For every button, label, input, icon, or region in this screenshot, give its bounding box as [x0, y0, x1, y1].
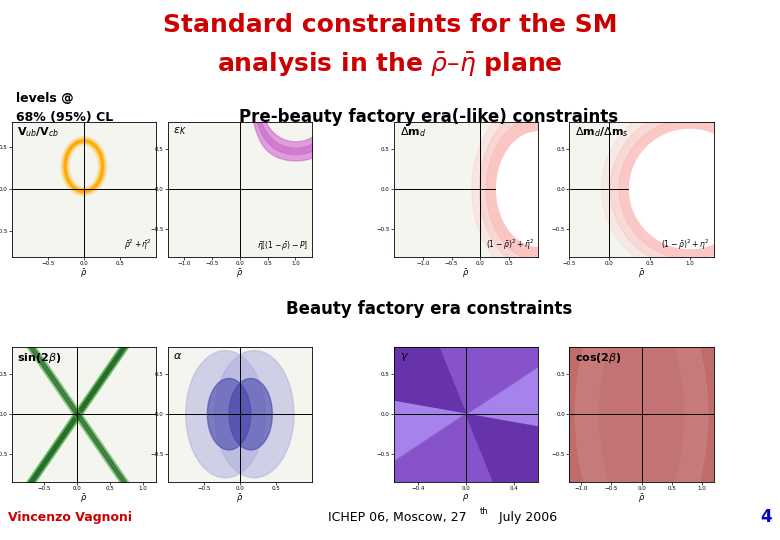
X-axis label: $\bar{\rho}$: $\bar{\rho}$ [236, 492, 243, 505]
X-axis label: $\bar{\rho}$: $\bar{\rho}$ [463, 267, 470, 280]
Text: Pre-beauty factory era(-like) constraints: Pre-beauty factory era(-like) constraint… [239, 108, 619, 126]
Text: Vincenzo Vagnoni: Vincenzo Vagnoni [8, 511, 132, 524]
Circle shape [472, 98, 604, 280]
X-axis label: $\bar{\rho}$: $\bar{\rho}$ [236, 267, 243, 280]
Text: $\Delta$m$_d$/$\Delta$m$_s$: $\Delta$m$_d$/$\Delta$m$_s$ [575, 126, 629, 139]
X-axis label: $\rho$: $\rho$ [463, 492, 470, 503]
Text: ICHEP 06, Moscow, 27: ICHEP 06, Moscow, 27 [328, 511, 466, 524]
Polygon shape [207, 379, 250, 450]
Text: 68% (95%) CL: 68% (95%) CL [16, 111, 113, 124]
Circle shape [629, 130, 750, 248]
Text: $(1-\bar{\rho})^2+\eta^2$: $(1-\bar{\rho})^2+\eta^2$ [661, 238, 709, 252]
Text: th: th [480, 508, 488, 516]
X-axis label: $\bar{\rho}$: $\bar{\rho}$ [638, 267, 645, 280]
Text: sin(2$\beta$): sin(2$\beta$) [17, 351, 62, 364]
Circle shape [601, 102, 778, 276]
Circle shape [619, 119, 760, 259]
Text: $\gamma$: $\gamma$ [399, 351, 409, 363]
Text: $(1-\bar{\rho})^2+\bar{\eta}^2$: $(1-\bar{\rho})^2+\bar{\eta}^2$ [486, 238, 534, 252]
Polygon shape [186, 350, 265, 478]
Text: levels @: levels @ [16, 92, 73, 105]
Polygon shape [229, 379, 272, 450]
Text: $\Delta$m$_d$: $\Delta$m$_d$ [399, 126, 426, 139]
Text: 4: 4 [760, 508, 772, 526]
Text: cos(2$\beta$): cos(2$\beta$) [575, 351, 622, 364]
Circle shape [610, 110, 769, 268]
X-axis label: $\bar{\rho}$: $\bar{\rho}$ [80, 267, 87, 280]
Wedge shape [551, 250, 683, 540]
Circle shape [480, 108, 597, 270]
Wedge shape [322, 389, 466, 482]
Circle shape [486, 118, 590, 260]
Circle shape [497, 132, 580, 246]
X-axis label: $\bar{\rho}$: $\bar{\rho}$ [638, 492, 645, 505]
Wedge shape [551, 211, 707, 540]
Wedge shape [327, 322, 466, 414]
Wedge shape [429, 319, 568, 414]
X-axis label: $\bar{\rho}$: $\bar{\rho}$ [80, 492, 87, 505]
Wedge shape [466, 414, 605, 506]
Polygon shape [215, 350, 294, 478]
Wedge shape [576, 211, 732, 540]
Wedge shape [466, 347, 610, 439]
Text: $\bar{\rho}^2 + \bar{\eta}^2$: $\bar{\rho}^2 + \bar{\eta}^2$ [124, 238, 151, 252]
Wedge shape [364, 414, 503, 509]
Text: Standard constraints for the SM: Standard constraints for the SM [163, 14, 617, 37]
Text: Beauty factory era constraints: Beauty factory era constraints [286, 300, 572, 318]
Text: $\varepsilon_K$: $\varepsilon_K$ [173, 126, 187, 137]
Text: analysis in the $\bar{\rho}$–$\bar{\eta}$ plane: analysis in the $\bar{\rho}$–$\bar{\eta}… [217, 51, 563, 79]
Text: V$_{ub}$/V$_{cb}$: V$_{ub}$/V$_{cb}$ [17, 126, 60, 139]
Wedge shape [600, 250, 732, 540]
Text: July 2006: July 2006 [495, 511, 558, 524]
Text: $\alpha$: $\alpha$ [173, 351, 183, 361]
Text: $\bar{\eta}[(1-\bar{\rho})-P]$: $\bar{\eta}[(1-\bar{\rho})-P]$ [257, 239, 307, 252]
